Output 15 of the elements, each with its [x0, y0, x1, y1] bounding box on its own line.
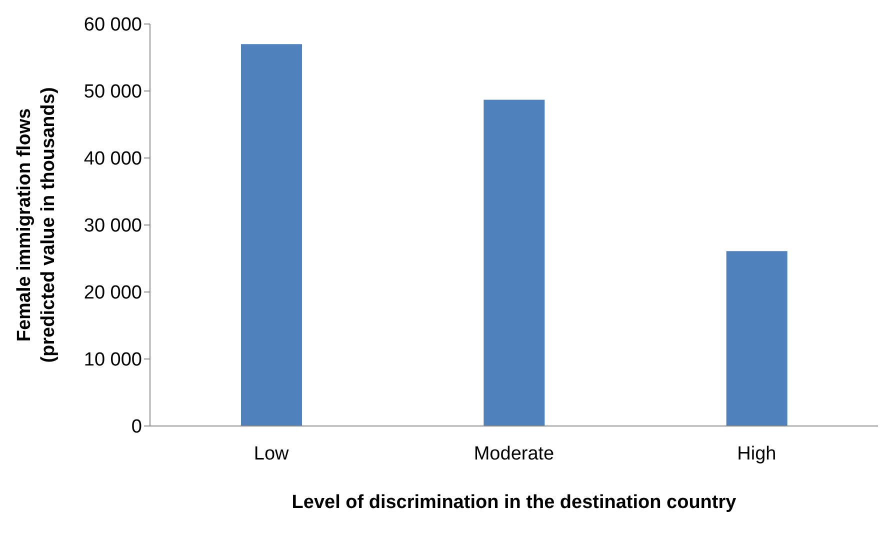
x-tick-label: Moderate — [474, 443, 554, 464]
y-axis-title: Female immigration flows (predicted value in thousands) — [14, 87, 59, 363]
y-tick-label: 60 000 — [84, 14, 142, 36]
bar — [484, 100, 545, 426]
bar — [241, 44, 302, 426]
y-tick-label: 20 000 — [84, 282, 142, 304]
bar — [726, 251, 788, 426]
y-tick-label: 10 000 — [84, 350, 142, 371]
x-axis-title: Level of discrimination in the destination country — [292, 492, 737, 513]
y-tick-label: 50 000 — [84, 82, 142, 103]
y-tick-label: 30 000 — [84, 216, 142, 237]
x-tick-label: High — [737, 443, 776, 464]
y-tick-label: 40 000 — [84, 148, 142, 170]
y-tick-label: 0 — [131, 416, 142, 438]
x-tick-label: Low — [254, 443, 290, 464]
